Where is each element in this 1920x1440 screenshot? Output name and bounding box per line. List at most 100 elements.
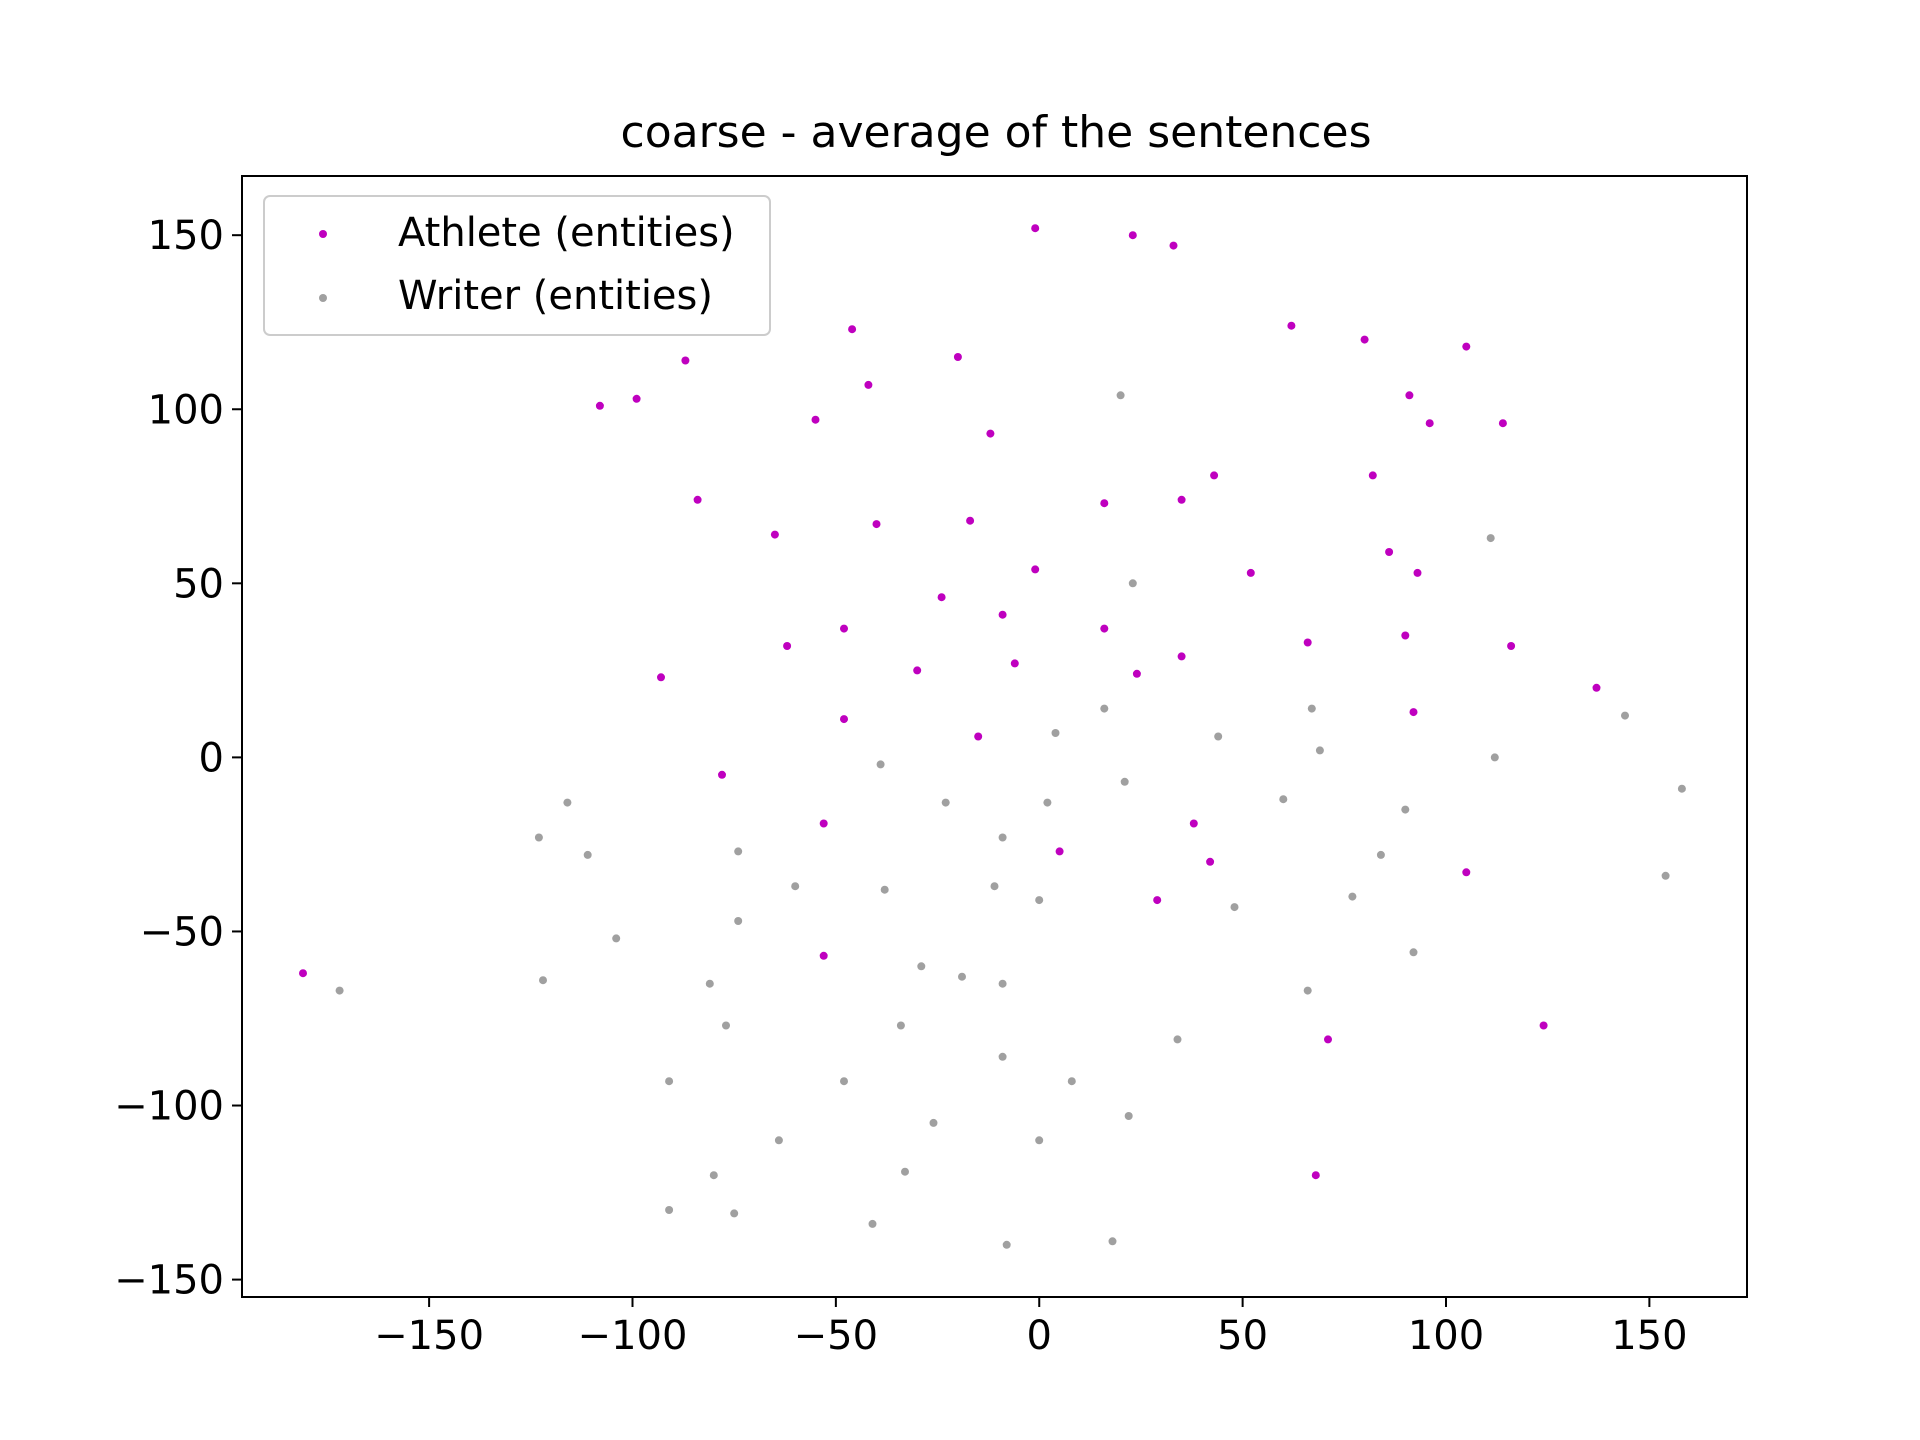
y-tick-label: −150 (114, 1258, 224, 1304)
x-tick-label: 150 (1611, 1313, 1687, 1359)
points-layer (299, 224, 1686, 1249)
point-athlete (681, 356, 690, 365)
point-writer (612, 934, 621, 943)
point-writer (896, 1021, 905, 1030)
point-athlete (1462, 342, 1471, 351)
point-writer (1173, 1035, 1182, 1044)
point-writer (958, 972, 966, 981)
point-athlete (848, 325, 857, 334)
point-writer (1002, 1240, 1011, 1249)
point-athlete (811, 415, 820, 424)
point-athlete (299, 969, 307, 978)
point-writer (1621, 711, 1629, 720)
point-writer (1303, 986, 1312, 995)
legend-marker-athlete (319, 230, 327, 238)
point-writer (1315, 746, 1324, 755)
point-writer (941, 798, 950, 807)
point-writer (1043, 798, 1052, 807)
y-tick-label: 50 (173, 561, 224, 607)
point-athlete (1177, 652, 1186, 661)
point-writer (583, 850, 592, 859)
point-athlete (1401, 631, 1410, 640)
point-writer (705, 979, 714, 988)
point-writer (734, 917, 743, 925)
point-writer (774, 1136, 783, 1145)
point-athlete (986, 429, 995, 438)
point-athlete (953, 353, 962, 361)
point-writer (1116, 391, 1125, 400)
point-athlete (1303, 638, 1312, 647)
point-athlete (864, 380, 873, 389)
point-athlete (840, 624, 848, 633)
point-athlete (937, 593, 946, 602)
point-writer (563, 798, 572, 807)
point-writer (1128, 579, 1137, 588)
plot-frame (241, 175, 1748, 1298)
point-writer (998, 979, 1007, 988)
point-writer (1108, 1237, 1117, 1246)
point-writer (1279, 795, 1288, 804)
point-writer (1490, 753, 1499, 762)
point-writer (722, 1021, 730, 1030)
point-athlete (1539, 1021, 1548, 1030)
point-athlete (595, 401, 604, 410)
point-writer (1035, 1136, 1044, 1145)
point-athlete (1405, 391, 1414, 400)
x-axis: −150 −100 −50 0 50 100 150 (374, 1297, 1688, 1359)
point-writer (917, 962, 926, 971)
y-tick-label: −100 (114, 1084, 224, 1130)
point-athlete (770, 530, 779, 539)
y-tick-label: 100 (148, 387, 224, 433)
point-writer (1401, 805, 1410, 814)
legend-label-writer: Writer (entities) (398, 273, 713, 319)
point-athlete (1462, 868, 1471, 877)
point-athlete (1177, 495, 1186, 504)
point-writer (665, 1206, 674, 1214)
point-writer (929, 1118, 938, 1127)
legend-marker-writer (319, 294, 327, 302)
point-athlete (872, 520, 881, 529)
point-writer (534, 833, 543, 842)
point-writer (998, 833, 1007, 842)
point-writer (1051, 729, 1060, 737)
point-writer (1124, 1112, 1133, 1120)
point-writer (1486, 534, 1495, 543)
point-writer (791, 882, 800, 891)
x-tick-label: −50 (794, 1313, 878, 1359)
x-tick-label: 100 (1408, 1313, 1484, 1359)
legend: Athlete (entities) Writer (entities) (263, 195, 771, 336)
point-athlete (1010, 659, 1019, 668)
point-athlete (819, 819, 828, 828)
point-athlete (913, 666, 922, 675)
point-athlete (819, 951, 828, 960)
point-athlete (1425, 419, 1434, 428)
point-athlete (1385, 548, 1394, 556)
point-athlete (1324, 1035, 1332, 1044)
point-writer (1100, 704, 1109, 713)
point-athlete (1128, 231, 1137, 240)
x-tick-label: −100 (578, 1313, 688, 1359)
point-athlete (1100, 499, 1109, 508)
point-athlete (1206, 857, 1215, 866)
point-athlete (1169, 241, 1178, 250)
point-athlete (693, 495, 702, 504)
point-athlete (718, 770, 726, 779)
point-athlete (998, 610, 1007, 619)
point-writer (1661, 871, 1670, 880)
point-writer (1035, 896, 1044, 905)
point-writer (1376, 850, 1385, 859)
point-athlete (1132, 669, 1141, 678)
x-tick-label: 50 (1217, 1313, 1268, 1359)
point-athlete (1413, 568, 1422, 577)
chart-title: coarse - average of the sentences (621, 107, 1372, 158)
point-athlete (1210, 471, 1219, 480)
point-athlete (1153, 896, 1162, 905)
point-athlete (1498, 419, 1507, 428)
point-writer (734, 847, 743, 856)
y-tick-label: 150 (148, 213, 224, 259)
point-writer (840, 1077, 848, 1086)
x-tick-label: −150 (374, 1313, 484, 1359)
point-writer (1230, 903, 1239, 912)
point-athlete (1409, 708, 1418, 717)
